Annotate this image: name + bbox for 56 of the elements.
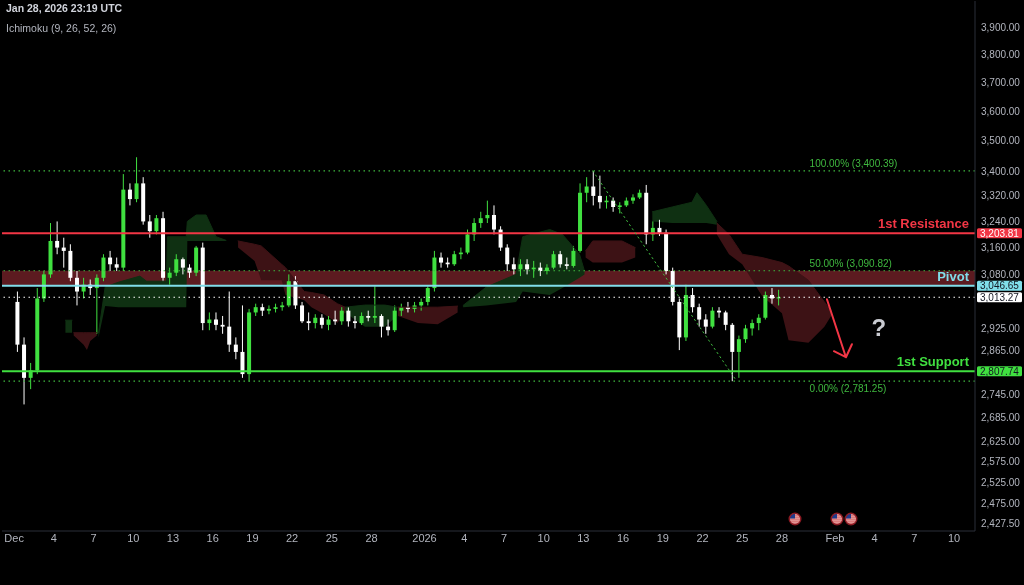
x-tick-label: 19 bbox=[656, 532, 669, 544]
y-tick-label: 3,240.00 bbox=[981, 215, 1021, 227]
y-tick-label: 2,865.00 bbox=[981, 344, 1021, 356]
x-tick-label: 4 bbox=[50, 532, 57, 544]
x-tick-label: 10 bbox=[127, 532, 140, 544]
x-tick-label: 28 bbox=[365, 532, 378, 544]
x-tick-label: 10 bbox=[537, 532, 550, 544]
x-tick-label: Dec bbox=[4, 532, 25, 544]
y-tick-label: 3,046.65 bbox=[980, 280, 1020, 292]
y-tick-label: 2,427.50 bbox=[981, 517, 1021, 529]
x-tick-label: 4 bbox=[871, 532, 878, 544]
y-tick-label: 2,925.00 bbox=[981, 322, 1021, 334]
y-tick-label: 3,160.00 bbox=[981, 242, 1021, 254]
y-tick-label: 2,575.00 bbox=[981, 456, 1021, 468]
y-tick-label: 2,625.00 bbox=[981, 436, 1021, 448]
ref-line-label: 1st Resistance bbox=[877, 216, 969, 232]
annotation: ? bbox=[871, 314, 887, 342]
y-tick-label: 3,700.00 bbox=[981, 77, 1021, 89]
annotation: Ichimoku (9, 26, 52, 26) bbox=[6, 22, 117, 34]
y-tick-label: 3,900.00 bbox=[981, 21, 1021, 33]
y-tick-label: 3,013.27 bbox=[980, 291, 1020, 303]
y-tick-label: 3,400.00 bbox=[981, 165, 1021, 177]
x-tick-label: 22 bbox=[286, 532, 299, 544]
x-tick-label: 7 bbox=[500, 532, 508, 544]
y-tick-label: 3,500.00 bbox=[981, 135, 1021, 147]
y-tick-label: 2,745.00 bbox=[981, 389, 1021, 401]
x-tick-label: 10 bbox=[947, 532, 961, 544]
x-tick-label: 16 bbox=[616, 532, 630, 544]
x-tick-label: 2026 bbox=[412, 532, 437, 544]
x-tick-label: Feb bbox=[825, 532, 845, 544]
ref-line-label: 1st Support bbox=[896, 354, 970, 370]
ref-line-label: Pivot bbox=[937, 268, 970, 284]
x-tick-label: 13 bbox=[577, 532, 590, 544]
ref-line-label: 0.00% (2,781.25) bbox=[809, 383, 887, 395]
x-tick-label: 28 bbox=[775, 532, 789, 544]
ref-line-label: 100.00% (3,400.39) bbox=[809, 157, 898, 169]
y-tick-label: 3,080.00 bbox=[981, 268, 1021, 280]
y-tick-label: 2,685.00 bbox=[981, 412, 1021, 424]
y-tick-label: 3,600.00 bbox=[981, 105, 1021, 117]
x-tick-label: 25 bbox=[736, 532, 749, 544]
y-tick-label: 3,320.00 bbox=[981, 190, 1021, 202]
y-tick-label: 3,800.00 bbox=[981, 49, 1021, 61]
x-tick-label: 13 bbox=[166, 532, 180, 544]
ref-line-label: 50.00% (3,090.82) bbox=[809, 257, 892, 269]
x-tick-label: 19 bbox=[246, 532, 259, 544]
y-tick-label: 2,475.00 bbox=[981, 497, 1021, 509]
x-tick-label: 7 bbox=[911, 532, 918, 544]
annotation: Jan 28, 2026 23:19 UTC bbox=[6, 2, 123, 14]
y-tick-label: 2,807.74 bbox=[980, 365, 1020, 377]
x-tick-label: 7 bbox=[90, 532, 97, 544]
y-tick-label: 3,203.81 bbox=[980, 227, 1020, 239]
x-tick-label: 25 bbox=[325, 532, 338, 544]
x-tick-label: 16 bbox=[206, 532, 219, 544]
x-tick-label: 4 bbox=[461, 532, 468, 544]
y-tick-label: 2,525.00 bbox=[981, 476, 1021, 488]
x-tick-label: 22 bbox=[696, 532, 709, 544]
